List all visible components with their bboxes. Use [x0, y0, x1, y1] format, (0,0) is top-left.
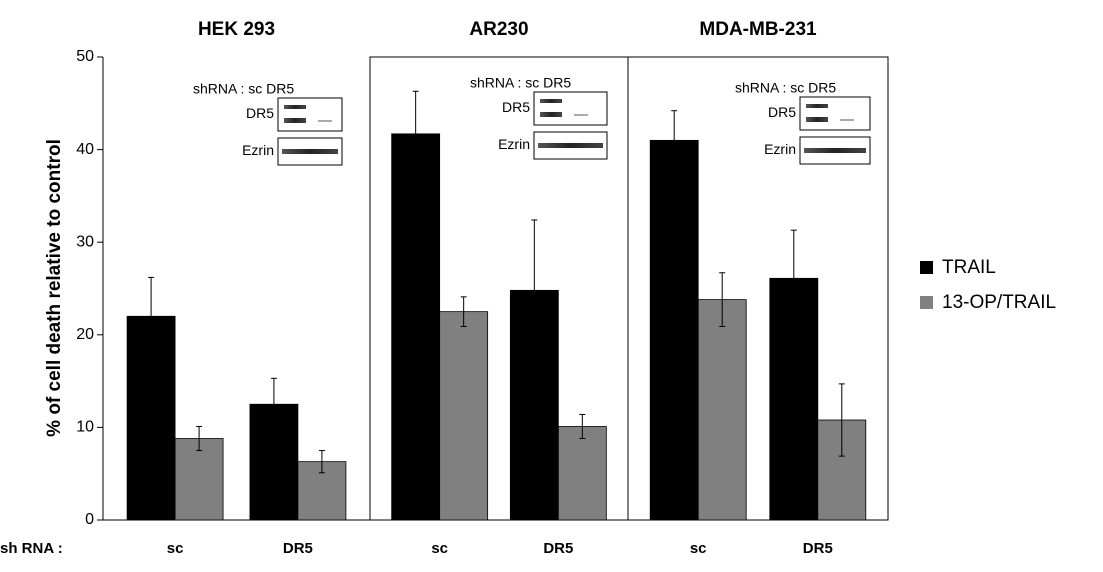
y-tick-label: 40 — [76, 141, 94, 158]
bar — [697, 299, 747, 521]
error-bar — [460, 296, 467, 327]
bar — [391, 133, 441, 521]
legend-swatch — [920, 296, 933, 309]
blot-band — [538, 143, 603, 148]
inset-row-label: DR5 — [768, 104, 796, 120]
error-bar — [579, 413, 586, 440]
error-bar — [148, 276, 155, 356]
error-bar — [318, 450, 325, 474]
x-prefix: sh RNA : — [0, 540, 63, 557]
x-tick-label: sc — [690, 540, 707, 557]
error-bar — [671, 110, 678, 171]
y-axis-label: % of cell death relative to control — [44, 139, 65, 437]
inset-header: shRNA : sc DR5 — [735, 80, 836, 96]
legend-swatch — [920, 261, 933, 274]
inset-row-label: DR5 — [246, 105, 274, 121]
panel-frame — [627, 56, 889, 521]
panel-title: HEK 293 — [198, 19, 275, 40]
y-tick-label: 20 — [76, 326, 94, 343]
blot-band — [284, 118, 306, 123]
inset-header: shRNA : sc DR5 — [470, 75, 571, 91]
inset-row-label: Ezrin — [764, 141, 796, 157]
bar — [557, 426, 607, 521]
bar — [439, 311, 489, 521]
legend-label: TRAIL — [942, 257, 996, 278]
blot-band — [540, 112, 562, 117]
x-tick-label: DR5 — [543, 540, 573, 557]
blot-band — [318, 120, 332, 122]
blot-band — [284, 105, 306, 109]
inset-header: shRNA : sc DR5 — [193, 81, 294, 97]
y-tick-label: 0 — [85, 511, 94, 528]
y-tick-label: 50 — [76, 48, 94, 65]
error-bar — [719, 272, 726, 327]
blot-box — [533, 91, 608, 126]
error-bar — [196, 425, 203, 452]
blot-band — [574, 114, 588, 116]
bar — [174, 438, 224, 521]
legend-label: 13-OP/TRAIL — [942, 292, 1056, 313]
error-bar — [790, 229, 797, 327]
blot-box — [277, 97, 343, 132]
bar — [649, 139, 699, 521]
panel-title: MDA-MB-231 — [699, 19, 817, 40]
error-bar — [531, 219, 538, 362]
error-bar — [838, 383, 845, 457]
x-tick-label: DR5 — [803, 540, 833, 557]
inset-row-label: DR5 — [502, 99, 530, 115]
x-tick-label: sc — [431, 540, 448, 557]
blot-band — [804, 148, 866, 153]
inset-row-label: Ezrin — [242, 142, 274, 158]
x-tick-label: DR5 — [283, 540, 313, 557]
panel-title: AR230 — [469, 19, 528, 40]
blot-band — [840, 119, 854, 121]
y-tick-label: 30 — [76, 233, 94, 250]
blot-band — [806, 117, 828, 122]
blot-band — [282, 149, 338, 154]
y-tick-label: 10 — [76, 419, 94, 436]
error-bar — [412, 90, 419, 177]
blot-box — [799, 96, 871, 131]
error-bar — [270, 377, 277, 431]
blot-band — [806, 104, 828, 108]
x-tick-label: sc — [167, 540, 184, 557]
inset-row-label: Ezrin — [498, 136, 530, 152]
blot-band — [540, 99, 562, 103]
